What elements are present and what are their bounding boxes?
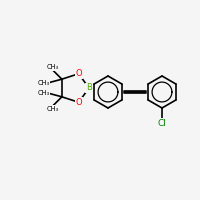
Text: CH₃: CH₃ <box>47 64 59 70</box>
Text: CH₃: CH₃ <box>37 90 49 96</box>
Text: O: O <box>75 69 82 78</box>
Text: Cl: Cl <box>158 119 166 128</box>
Text: O: O <box>75 98 82 107</box>
Text: CH₃: CH₃ <box>37 80 49 86</box>
Text: CH₃: CH₃ <box>47 106 59 112</box>
Text: B: B <box>86 84 92 92</box>
